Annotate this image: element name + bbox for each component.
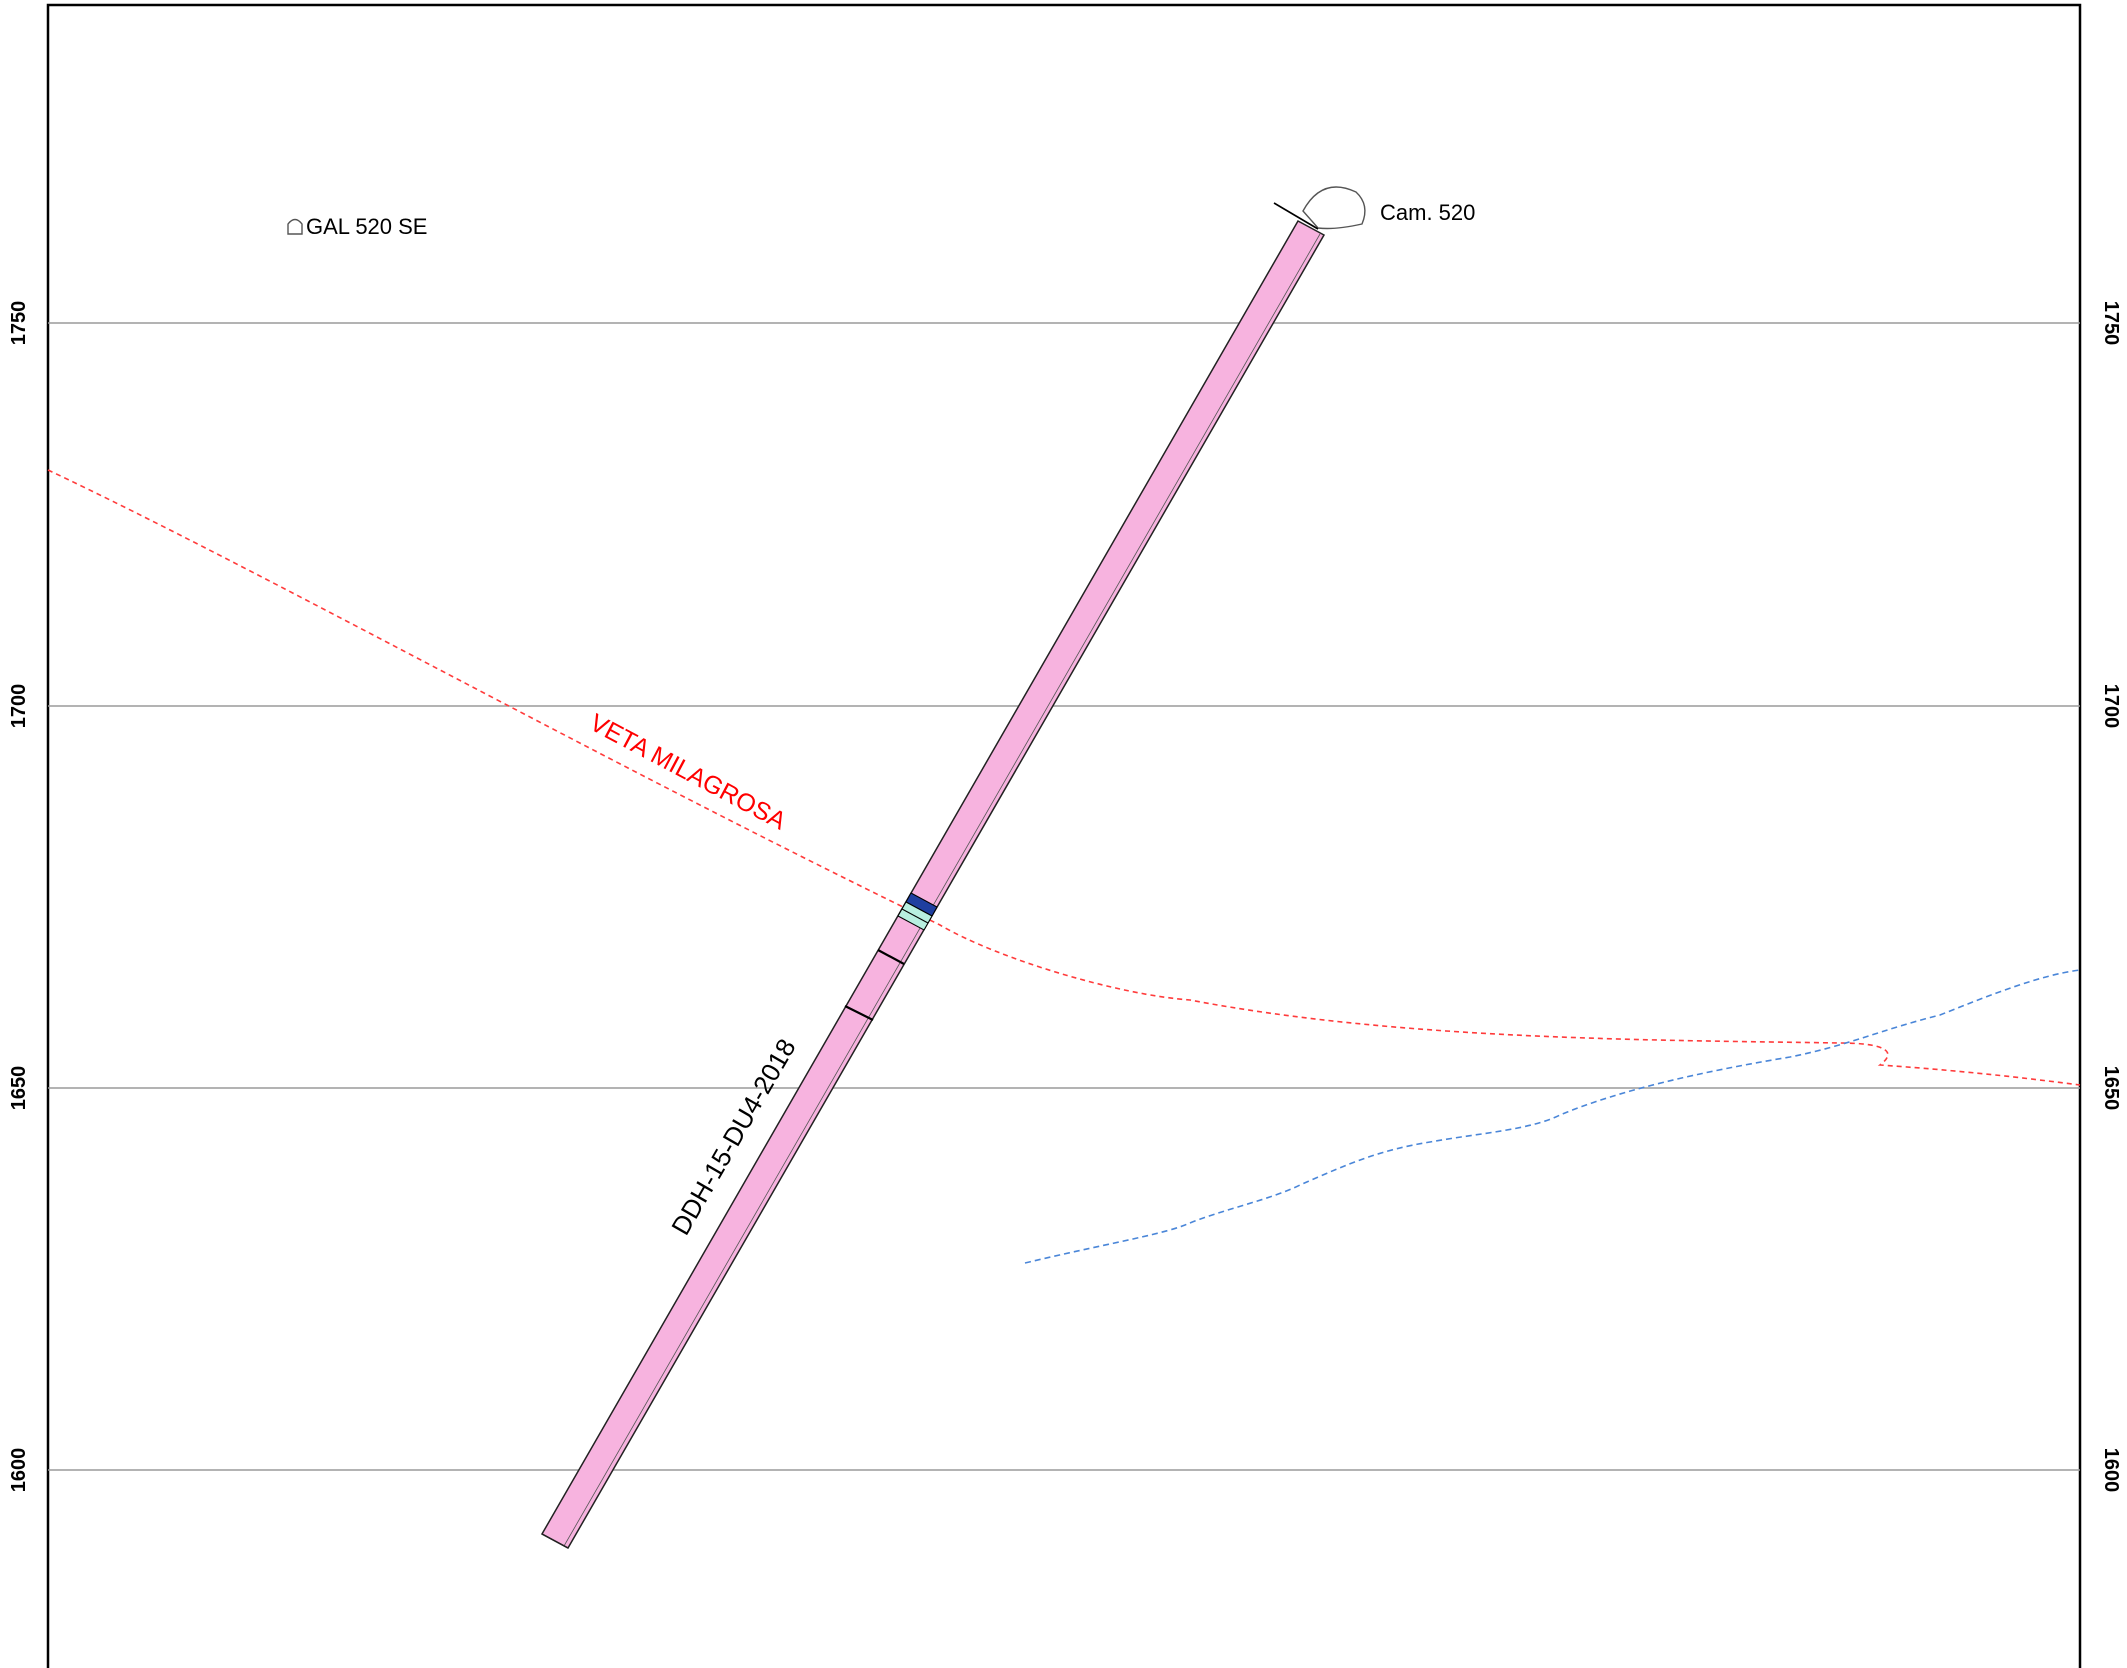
blue-dashed-trace	[1025, 970, 2080, 1263]
right-tick-label-1750: 1750	[2100, 301, 2122, 346]
elevation-gridlines	[48, 323, 2080, 1470]
vein-label: VETA MILAGROSA	[585, 709, 791, 836]
tunnel-profile-icon	[288, 220, 302, 235]
drillhole-inner-edge	[564, 234, 1320, 1546]
right-elevation-axis: 1750 1700 1650 1600	[2100, 301, 2122, 1493]
left-tick-label-1650: 1650	[8, 1066, 30, 1111]
camera-label: Cam. 520	[1380, 200, 1475, 225]
map-frame	[48, 5, 2080, 1668]
chamber-profile-icon	[1303, 187, 1365, 229]
left-elevation-axis: 1750 1700 1650 1600	[8, 301, 30, 1493]
drillhole	[542, 221, 1324, 1548]
gallery-label: GAL 520 SE	[306, 214, 427, 239]
left-tick-label-1700: 1700	[8, 684, 30, 729]
right-tick-label-1650: 1650	[2100, 1066, 2122, 1111]
left-tick-label-1750: 1750	[8, 301, 30, 346]
vein-trace	[48, 470, 2080, 1085]
left-tick-label-1600: 1600	[8, 1448, 30, 1493]
drillhole-trace	[542, 221, 1324, 1548]
right-tick-label-1600: 1600	[2100, 1448, 2122, 1493]
right-tick-label-1700: 1700	[2100, 684, 2122, 729]
